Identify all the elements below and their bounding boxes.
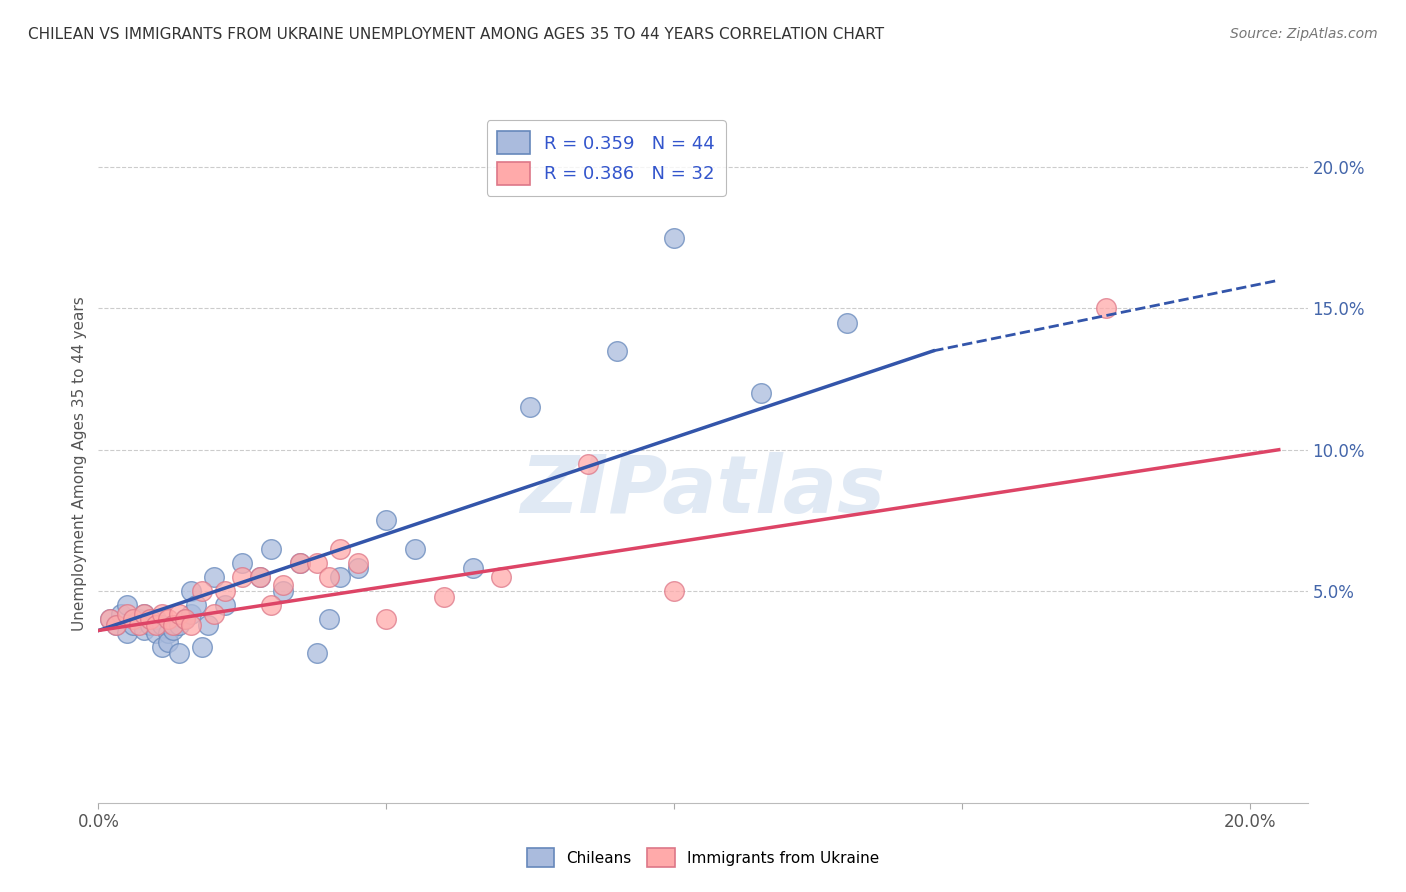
Point <box>197 617 219 632</box>
Point <box>307 646 329 660</box>
Point <box>139 612 162 626</box>
Point <box>167 617 190 632</box>
Point <box>186 598 208 612</box>
Point <box>202 570 225 584</box>
Point <box>249 570 271 584</box>
Point <box>173 612 195 626</box>
Point <box>249 570 271 584</box>
Point <box>318 570 340 584</box>
Point <box>134 607 156 621</box>
Point <box>664 231 686 245</box>
Point <box>271 584 294 599</box>
Point <box>115 607 138 621</box>
Point <box>128 612 150 626</box>
Point <box>150 607 173 621</box>
Point <box>173 612 195 626</box>
Point <box>375 612 398 626</box>
Point <box>139 617 162 632</box>
Point <box>318 612 340 626</box>
Point <box>104 617 127 632</box>
Point <box>202 607 225 621</box>
Point <box>214 584 236 599</box>
Point <box>145 626 167 640</box>
Point <box>122 617 145 632</box>
Point <box>167 646 190 660</box>
Point <box>180 607 202 621</box>
Point <box>150 640 173 655</box>
Point <box>288 556 311 570</box>
Text: Source: ZipAtlas.com: Source: ZipAtlas.com <box>1230 27 1378 41</box>
Point <box>128 617 150 632</box>
Point <box>231 570 253 584</box>
Text: CHILEAN VS IMMIGRANTS FROM UKRAINE UNEMPLOYMENT AMONG AGES 35 TO 44 YEARS CORREL: CHILEAN VS IMMIGRANTS FROM UKRAINE UNEMP… <box>28 27 884 42</box>
Point <box>150 617 173 632</box>
Point <box>576 457 599 471</box>
Point <box>606 343 628 358</box>
Point <box>835 316 858 330</box>
Point <box>231 556 253 570</box>
Point <box>461 561 484 575</box>
Point <box>329 570 352 584</box>
Point <box>167 607 190 621</box>
Point <box>346 556 368 570</box>
Point <box>122 612 145 626</box>
Point <box>134 607 156 621</box>
Point <box>519 401 541 415</box>
Point <box>664 584 686 599</box>
Point <box>98 612 121 626</box>
Point <box>288 556 311 570</box>
Point <box>162 624 184 638</box>
Point <box>156 635 179 649</box>
Point <box>180 584 202 599</box>
Point <box>115 598 138 612</box>
Point <box>104 617 127 632</box>
Point <box>156 626 179 640</box>
Point <box>346 561 368 575</box>
Point <box>271 578 294 592</box>
Point <box>404 541 426 556</box>
Point <box>191 584 214 599</box>
Point <box>214 598 236 612</box>
Point <box>433 590 456 604</box>
Y-axis label: Unemployment Among Ages 35 to 44 years: Unemployment Among Ages 35 to 44 years <box>72 296 87 632</box>
Point <box>749 386 772 401</box>
Text: ZIPatlas: ZIPatlas <box>520 452 886 530</box>
Point <box>134 624 156 638</box>
Point <box>115 626 138 640</box>
Point <box>307 556 329 570</box>
Point <box>145 617 167 632</box>
Point <box>260 598 283 612</box>
Point <box>329 541 352 556</box>
Point <box>98 612 121 626</box>
Point <box>260 541 283 556</box>
Point <box>145 612 167 626</box>
Legend: Chileans, Immigrants from Ukraine: Chileans, Immigrants from Ukraine <box>517 838 889 877</box>
Point <box>110 607 132 621</box>
Point <box>191 640 214 655</box>
Point <box>491 570 513 584</box>
Point <box>162 617 184 632</box>
Point <box>156 612 179 626</box>
Point <box>180 617 202 632</box>
Point <box>375 513 398 527</box>
Point <box>1095 301 1118 316</box>
